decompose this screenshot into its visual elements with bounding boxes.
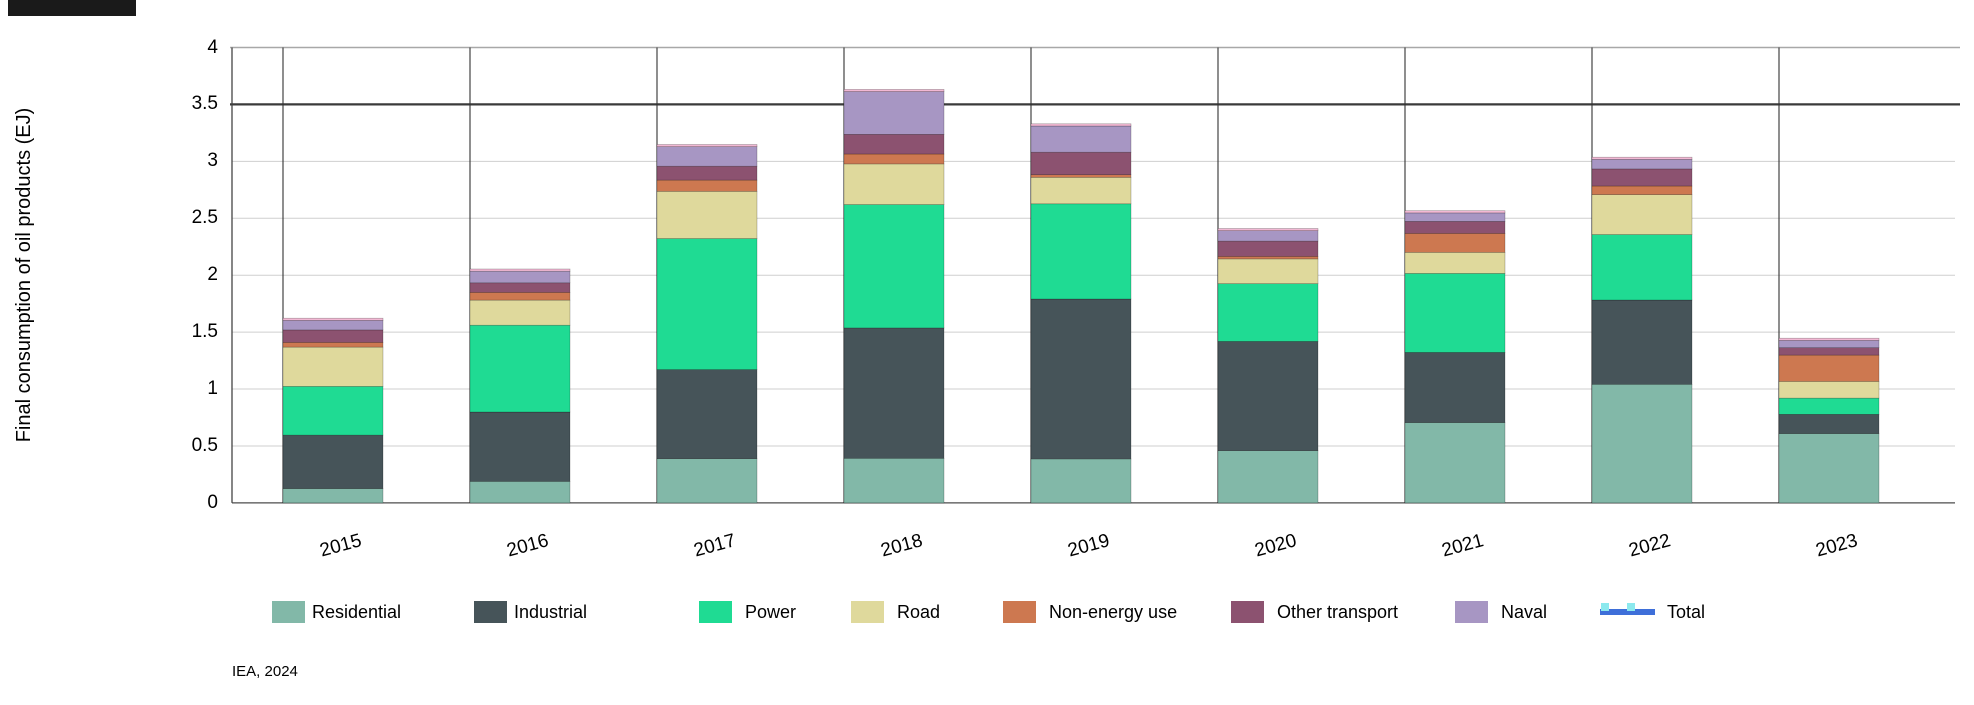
svg-text:2023: 2023	[1814, 530, 1860, 561]
svg-text:Residential: Residential	[312, 602, 401, 622]
svg-text:2: 2	[207, 264, 218, 285]
svg-text:2016: 2016	[505, 530, 551, 561]
svg-text:2015: 2015	[318, 530, 364, 561]
svg-text:2021: 2021	[1440, 530, 1486, 561]
svg-text:Non-energy use: Non-energy use	[1049, 602, 1177, 622]
svg-text:2018: 2018	[879, 530, 925, 561]
svg-text:Final consumption of oil produ: Final consumption of oil products (EJ)	[13, 108, 35, 443]
svg-text:0.5: 0.5	[192, 435, 218, 456]
svg-text:Naval: Naval	[1501, 602, 1547, 622]
svg-text:2017: 2017	[692, 530, 738, 561]
svg-text:Other transport: Other transport	[1277, 602, 1398, 622]
svg-text:Power: Power	[745, 602, 796, 622]
svg-text:1: 1	[207, 378, 218, 399]
svg-text:3.5: 3.5	[192, 93, 218, 114]
svg-text:2022: 2022	[1627, 530, 1673, 561]
svg-text:2.5: 2.5	[192, 207, 218, 228]
svg-text:Road: Road	[897, 602, 940, 622]
svg-text:Total: Total	[1667, 602, 1705, 622]
svg-text:4: 4	[207, 37, 218, 58]
svg-text:2020: 2020	[1253, 530, 1299, 561]
svg-text:0: 0	[207, 492, 218, 513]
svg-text:Industrial: Industrial	[514, 602, 587, 622]
svg-text:2019: 2019	[1066, 530, 1112, 561]
svg-text:IEA, 2024: IEA, 2024	[232, 663, 298, 680]
svg-text:3: 3	[207, 150, 218, 171]
svg-text:1.5: 1.5	[192, 321, 218, 342]
